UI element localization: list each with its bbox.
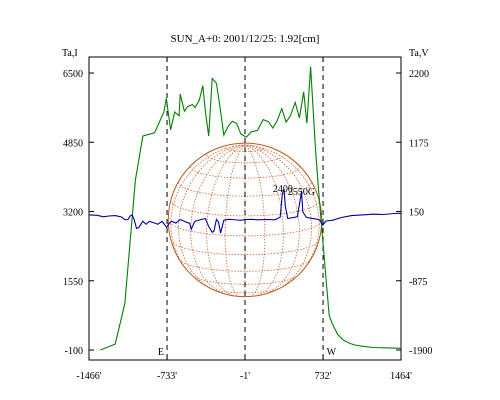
right-axis-tick-label: 2200: [409, 69, 429, 80]
left-axis-tick-label: 1550: [63, 277, 83, 288]
graticule-latitude-line: [179, 259, 311, 272]
right-axis-tick-label: 150: [409, 208, 424, 219]
right-axis-tick-label: -875: [409, 277, 427, 288]
graticule-latitude-line: [170, 240, 320, 256]
axes: 6500 4850 3200 1550 -100 2200 1175 150 -875 -1900…: [63, 57, 432, 382]
x-axis-tick-label: -1': [240, 371, 250, 382]
x-axis-tick-label: -733': [157, 371, 177, 382]
peak-annotation-label: 2400: [273, 184, 293, 195]
graticule-longitude-line: [190, 144, 246, 296]
graticule-longitude-line: [206, 144, 246, 297]
left-axis-title: Ta,I: [62, 48, 78, 59]
left-axis-tick-label: -100: [65, 346, 83, 357]
polarization-series-line: [89, 189, 402, 234]
solar-limb-label: W: [327, 347, 337, 358]
solar-limb-label: E: [158, 347, 164, 358]
left-axis-tick-label: 3200: [63, 208, 83, 219]
x-axis-tick-label: 732': [315, 371, 332, 382]
right-axis-title: Ta,V: [409, 48, 429, 59]
peak-annotation-label: 2550G: [288, 187, 315, 198]
graticule-latitude-line: [233, 295, 257, 297]
graticule-longitude-line: [244, 144, 284, 297]
right-axis-tick-label: 1175: [409, 138, 429, 149]
graticule-longitude-line: [224, 144, 246, 297]
left-axis-tick-label: 6500: [63, 69, 83, 80]
graticule-latitude-line: [167, 219, 323, 237]
graticule-longitude-line: [244, 144, 300, 296]
left-axis-tick-label: 4850: [63, 138, 83, 149]
graticule-longitude-line: [170, 144, 246, 279]
right-axis-tick-label: -1900: [409, 346, 432, 357]
chart-title: SUN_A+0: 2001/12/25: 1.92[cm]: [171, 33, 320, 45]
graticule-longitude-line: [244, 144, 266, 297]
limb-markers: [166, 57, 324, 360]
x-axis-tick-label: -1466': [76, 371, 101, 382]
graticule-longitude-line: [244, 144, 320, 279]
solar-disk: [167, 142, 323, 298]
intensity-series-line: [100, 66, 402, 351]
series-layer: [89, 66, 402, 351]
x-axis-tick-label: 1464': [390, 371, 412, 382]
